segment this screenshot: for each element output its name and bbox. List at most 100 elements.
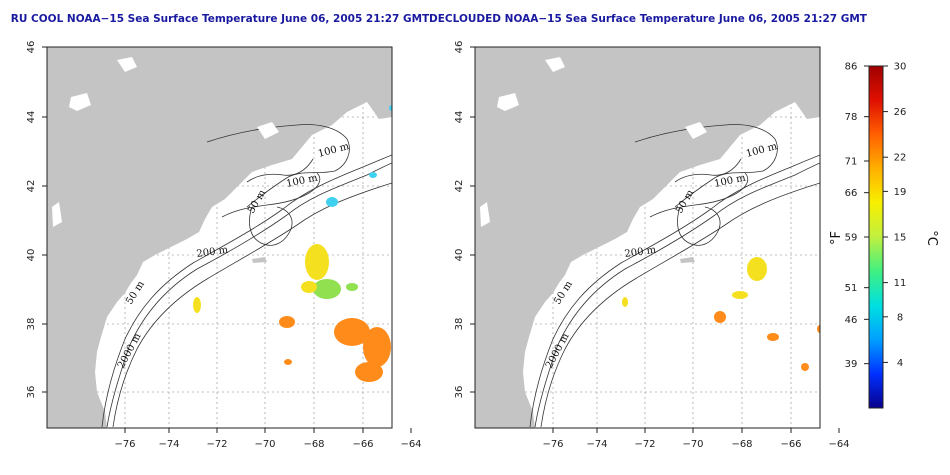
sst-patch xyxy=(301,281,317,293)
sst-patch xyxy=(193,297,201,313)
axis-ticks: −76 −74 −72 −70 −68 −66 −64 36 38 40 42 44 46 xyxy=(454,41,850,450)
fahrenheit-tick-label: 59 xyxy=(845,233,858,244)
contour-label: 200 m xyxy=(624,245,657,260)
lat-tick-label: 46 xyxy=(454,41,465,54)
fahrenheit-tick-label: 86 xyxy=(845,62,858,73)
map-border xyxy=(46,46,393,429)
lake xyxy=(117,57,137,72)
isobath-line xyxy=(221,172,321,218)
sst-patch xyxy=(714,311,726,323)
sst-patch xyxy=(284,359,292,365)
lon-tick-label: −76 xyxy=(542,439,563,450)
celsius-tick-label: 26 xyxy=(894,107,907,118)
celsius-tick-label: 11 xyxy=(894,278,907,289)
sst-patch xyxy=(622,297,628,307)
sst-patch xyxy=(767,333,779,341)
sst-map-panel-declouded: DECLOUDED NOAA−15 Sea Surface Temperatur… xyxy=(429,13,868,450)
fahrenheit-tick-label: 39 xyxy=(845,359,858,370)
bathymetry-contours xyxy=(529,124,820,428)
lon-tick-label: −66 xyxy=(780,439,801,450)
fahrenheit-tick-label: 46 xyxy=(845,315,858,326)
celsius-tick-label: 19 xyxy=(894,187,907,198)
panel-title-declouded: DECLOUDED NOAA−15 Sea Surface Temperatur… xyxy=(429,13,868,25)
celsius-tick-label: 15 xyxy=(894,233,907,244)
lon-tick-label: −70 xyxy=(682,439,703,450)
isobath-line xyxy=(540,182,820,428)
land-mass xyxy=(475,47,820,428)
lon-tick-label: −64 xyxy=(828,439,849,450)
sst-map-panel-raw: RU COOL NOAA−15 Sea Surface Temperature … xyxy=(11,13,430,450)
lon-tick-label: −64 xyxy=(400,439,421,450)
celsius-ticks: 30 26 22 19 15 11 8 4 xyxy=(883,62,906,369)
lat-tick-label: 46 xyxy=(26,41,37,54)
sst-patch xyxy=(355,362,383,382)
celsius-tick-label: 30 xyxy=(894,62,907,73)
sst-patch xyxy=(334,318,370,346)
isobath-line xyxy=(101,154,392,428)
fahrenheit-tick-label: 71 xyxy=(845,157,858,168)
sst-patch xyxy=(313,279,341,299)
lake xyxy=(497,93,519,111)
map-content xyxy=(475,47,820,428)
isobath-line xyxy=(634,124,778,208)
lake xyxy=(69,93,91,111)
lat-tick-label: 44 xyxy=(26,111,37,124)
celsius-tick-label: 8 xyxy=(897,312,903,323)
isobath-line xyxy=(534,162,820,428)
sst-patch xyxy=(801,363,809,371)
axis-ticks: −76 −74 −72 −70 −68 −66 −64 36 38 40 42 44 46 xyxy=(26,41,422,450)
sst-patch xyxy=(363,327,391,367)
panel-title-raw: RU COOL NOAA−15 Sea Surface Temperature … xyxy=(11,13,430,25)
isobath-line xyxy=(206,124,350,208)
contour-label: 200 m xyxy=(196,245,229,260)
island xyxy=(680,257,695,263)
lat-tick-label: 42 xyxy=(454,180,465,193)
lat-tick-label: 42 xyxy=(26,180,37,193)
fahrenheit-label: °F xyxy=(829,231,844,245)
fahrenheit-tick-label: 78 xyxy=(845,112,858,123)
fahrenheit-tick-label: 51 xyxy=(845,283,858,294)
sst-patch xyxy=(279,316,295,328)
sst-patch xyxy=(817,325,820,333)
island xyxy=(252,257,267,263)
isobath-line xyxy=(106,162,392,428)
lake xyxy=(685,122,707,139)
lat-tick-label: 36 xyxy=(454,386,465,399)
lon-tick-label: −68 xyxy=(303,439,324,450)
celsius-label: °C xyxy=(924,230,939,246)
celsius-tick-label: 22 xyxy=(894,153,907,164)
temperature-colorbar: 86 78 71 66 59 51 46 39 30 26 22 19 15 11 8 4 °F °C xyxy=(829,62,939,409)
sst-patches xyxy=(622,257,820,371)
lon-tick-label: −74 xyxy=(158,439,179,450)
lat-tick-label: 40 xyxy=(26,249,37,262)
sst-patch xyxy=(369,172,377,178)
lake xyxy=(257,122,279,139)
lat-tick-label: 38 xyxy=(454,318,465,331)
isobath-line xyxy=(246,158,314,183)
isobath-line xyxy=(674,158,742,183)
isobath-line xyxy=(649,172,749,218)
sst-patches xyxy=(193,105,392,382)
sst-patch xyxy=(326,197,338,207)
lat-tick-label: 36 xyxy=(26,386,37,399)
map-border xyxy=(474,46,821,429)
colorbar-bar xyxy=(868,65,884,409)
sst-patch xyxy=(305,244,329,280)
sst-patch xyxy=(747,257,767,281)
lon-tick-label: −76 xyxy=(114,439,135,450)
lat-tick-label: 44 xyxy=(454,111,465,124)
sst-patch xyxy=(732,291,748,299)
lon-tick-label: −70 xyxy=(254,439,275,450)
fahrenheit-ticks: 86 78 71 66 59 51 46 39 xyxy=(845,62,869,370)
fahrenheit-tick-label: 66 xyxy=(845,188,858,199)
lon-tick-label: −66 xyxy=(352,439,373,450)
lon-tick-label: −72 xyxy=(634,439,655,450)
isobath-line xyxy=(677,206,721,246)
isobath-line xyxy=(529,154,820,428)
lake xyxy=(52,202,62,227)
land-mass xyxy=(47,47,392,428)
lon-tick-label: −72 xyxy=(206,439,227,450)
map-content xyxy=(47,47,392,428)
lake xyxy=(480,202,490,227)
sst-patch xyxy=(389,105,392,111)
